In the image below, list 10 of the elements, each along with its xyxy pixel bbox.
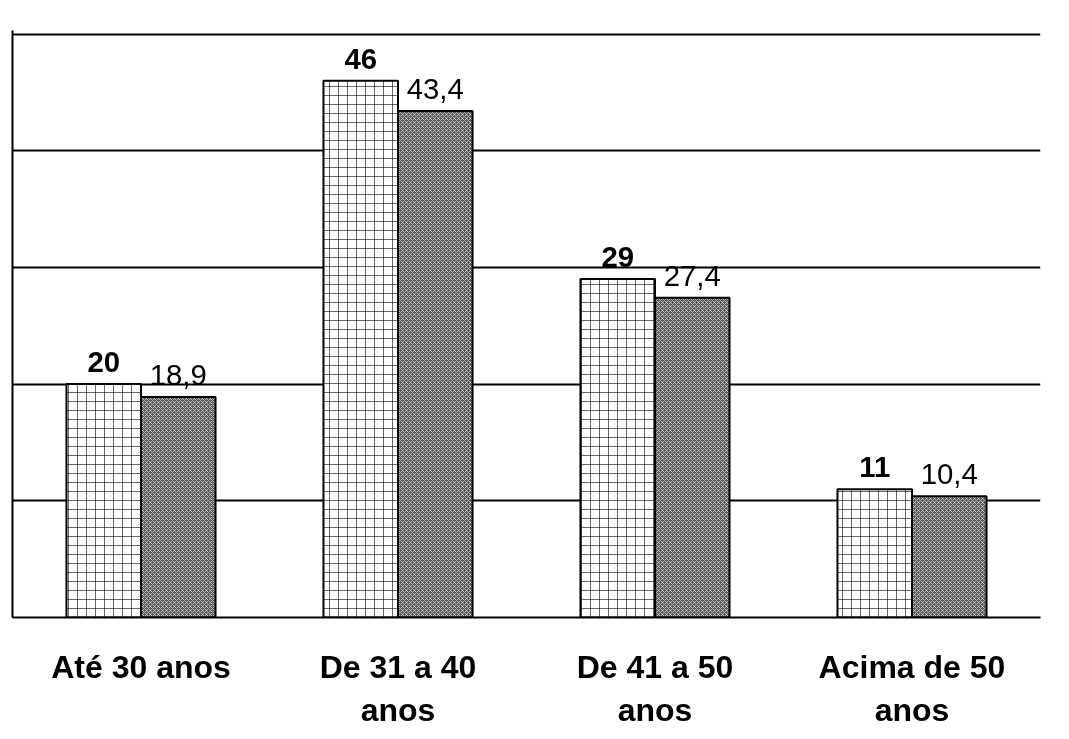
- x-tick-label: Até 30 anos: [51, 648, 231, 685]
- data-label: 43,4: [406, 72, 464, 106]
- data-label: 11: [859, 450, 891, 484]
- data-label: 46: [344, 41, 378, 75]
- x-tick-label: Acima de 50 anos: [818, 648, 1006, 728]
- data-label: 20: [87, 345, 121, 379]
- x-tick-label: De 41 a 50 anos: [576, 648, 734, 728]
- x-tick-label: De 31 a 40 anos: [319, 648, 477, 728]
- data-label: 10,4: [920, 457, 978, 491]
- data-label: 29: [601, 240, 635, 274]
